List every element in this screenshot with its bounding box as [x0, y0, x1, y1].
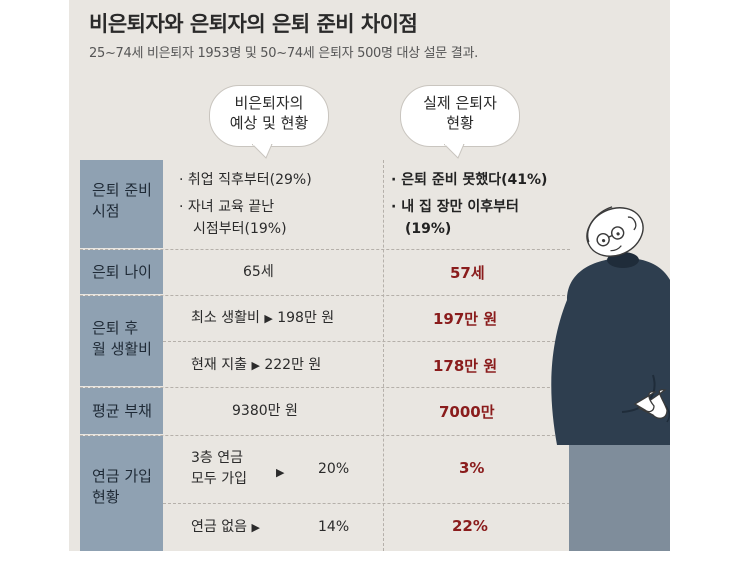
label-pension: 연금 가입 현황	[92, 467, 152, 506]
actual-header-bubble: 실제 은퇴자 현황	[400, 85, 520, 147]
expected-header-line1: 비은퇴자의	[234, 94, 304, 112]
expected-avg-debt: 9380만 원	[232, 403, 298, 419]
pension-all-value: 20%	[318, 461, 350, 477]
divider	[80, 435, 570, 436]
pension-all-label: 3층 연금 모두 가입	[191, 450, 247, 487]
divider	[163, 341, 570, 342]
pension-none-value: 14%	[318, 519, 350, 535]
actual-prep-item2-line2: (19%)	[405, 221, 452, 237]
label-avg-debt: 평균 부채	[92, 402, 152, 420]
expected-retire-age: 65세	[243, 264, 274, 280]
pension-none-actual: 22%	[452, 517, 488, 535]
page-title: 비은퇴자와 은퇴자의 은퇴 준비 차이점	[89, 12, 418, 36]
label-living-cost: 은퇴 후 월 생활비	[92, 319, 152, 358]
actual-avg-debt: 7000만	[439, 403, 495, 421]
retiree-figure-illustration	[551, 206, 670, 551]
infographic-panel: 비은퇴자와 은퇴자의 은퇴 준비 차이점 25~74세 비은퇴자 1953명 및…	[69, 0, 670, 551]
label-bg-prep	[80, 160, 163, 248]
actual-current-spend: 178만 원	[433, 357, 498, 375]
triangle-right-icon: ▶	[264, 312, 273, 325]
expected-header-bubble: 비은퇴자의 예상 및 현황	[209, 85, 329, 147]
label-bg-pension	[80, 436, 163, 551]
divider	[80, 295, 570, 296]
pension-none-row: 연금 없음 ▶	[191, 517, 260, 538]
actual-min-cost: 197만 원	[433, 310, 498, 328]
label-bg-cost	[80, 296, 163, 386]
triangle-right-icon: ▶	[276, 466, 285, 479]
page-subtitle: 25~74세 비은퇴자 1953명 및 50~74세 은퇴자 500명 대상 설…	[89, 46, 478, 61]
actual-prep-item1: · 은퇴 준비 못했다(41%)	[391, 172, 548, 188]
actual-bubble-tail	[444, 144, 465, 159]
expected-prep-item1: · 취업 직후부터(29%)	[179, 172, 312, 188]
label-retire-age: 은퇴 나이	[92, 263, 152, 281]
actual-header-line1: 실제 은퇴자	[423, 94, 497, 112]
current-spend-label: 현재 지출	[191, 357, 247, 373]
pension-all-actual: 3%	[459, 459, 485, 477]
min-cost-value: 198만 원	[277, 310, 335, 326]
label-prep-time: 은퇴 준비 시점	[92, 181, 152, 220]
expected-prep-item2-line1: · 자녀 교육 끝난	[179, 199, 275, 215]
actual-prep-item2-line1: · 내 집 장만 이후부터	[391, 199, 519, 215]
pension-none-label: 연금 없음	[191, 519, 247, 535]
column-divider	[383, 160, 384, 551]
actual-retire-age: 57세	[450, 264, 485, 282]
expected-prep-item2-line2: 시점부터(19%)	[193, 221, 287, 237]
label-bg-age	[80, 250, 163, 294]
expected-bubble-tail	[252, 144, 273, 159]
divider	[80, 249, 570, 250]
triangle-right-icon: ▶	[251, 521, 260, 534]
min-cost-label: 최소 생활비	[191, 310, 260, 326]
expected-header-line2: 예상 및 현황	[229, 114, 309, 132]
divider	[80, 387, 570, 388]
actual-header-line2: 현황	[446, 114, 474, 132]
expected-min-cost: 최소 생활비 ▶ 198만 원	[191, 308, 334, 329]
divider	[163, 503, 570, 504]
triangle-right-icon: ▶	[251, 359, 260, 372]
current-spend-value: 222만 원	[264, 357, 322, 373]
expected-current-spend: 현재 지출 ▶ 222만 원	[191, 355, 321, 376]
label-bg-debt	[80, 388, 163, 434]
